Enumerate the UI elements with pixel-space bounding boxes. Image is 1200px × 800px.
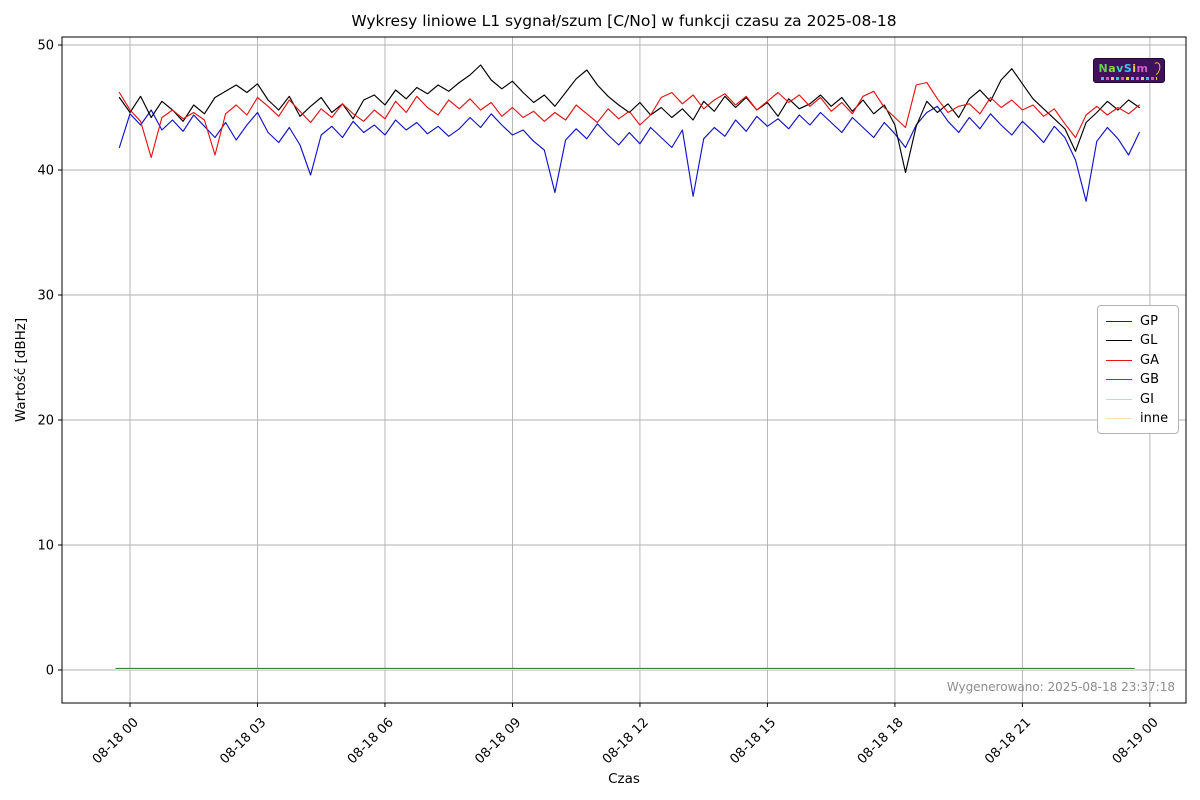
series-line-GA (118, 81, 1140, 159)
legend-line-swatch (1106, 379, 1132, 381)
x-axis-label: Czas (608, 771, 640, 787)
gridlines (62, 37, 1186, 703)
legend-label: GA (1140, 352, 1159, 368)
x-tick-label: 08-18 00 (90, 715, 142, 767)
logo-swoosh-icon (1148, 60, 1162, 77)
tick-marks (58, 44, 1151, 707)
x-tick-label: 08-18 18 (855, 715, 907, 767)
legend-line-swatch (1106, 321, 1132, 322)
legend-line-swatch (1106, 359, 1132, 361)
x-tick-label: 08-19 00 (1110, 715, 1162, 767)
legend-item-gp: GP (1106, 313, 1170, 330)
legend-line-swatch (1106, 340, 1132, 342)
logo-letter: i (1132, 62, 1137, 75)
legend-item-ga: GA (1106, 352, 1170, 369)
legend-line-swatch (1106, 398, 1132, 400)
logo-letter: S (1123, 62, 1133, 75)
y-tick-label: 0 (46, 664, 54, 679)
y-tick-label: 30 (37, 289, 54, 304)
logo-letter: m (1136, 62, 1149, 75)
y-axis-label: Wartość [dBHz] (13, 317, 29, 423)
legend-item-inne: inne (1106, 410, 1170, 427)
chart-title: Wykresy liniowe L1 sygnał/szum [C/No] w … (351, 12, 897, 30)
logo-subtitle-strip (1101, 76, 1157, 80)
logo-letter: a (1108, 62, 1117, 75)
x-tick-label: 08-18 03 (217, 715, 269, 767)
legend-label: GP (1140, 314, 1158, 329)
plot-border (61, 36, 1187, 704)
series-lines (115, 64, 1140, 670)
legend-line-swatch (1106, 417, 1132, 419)
y-tick-label: 40 (37, 164, 54, 179)
x-tick-label: 08-18 06 (345, 715, 397, 767)
legend-label: GB (1140, 372, 1159, 388)
legend-item-gl: GL (1106, 332, 1170, 349)
legend-label: GI (1140, 391, 1154, 407)
x-tick-label: 08-18 12 (600, 715, 652, 767)
series-line-GL (118, 64, 1140, 174)
logo-letter: v (1116, 62, 1124, 75)
y-tick-label: 50 (37, 39, 54, 54)
navsim-logo-text: NavSim (1098, 63, 1148, 74)
navsim-logo: NavSim (1093, 58, 1165, 83)
generated-timestamp: Wygenerowano: 2025-08-18 23:37:18 (946, 680, 1175, 694)
y-tick-label: 10 (37, 539, 54, 554)
y-tick-label: 20 (37, 414, 54, 429)
x-tick-label: 08-18 09 (472, 715, 524, 767)
legend-label: GL (1140, 333, 1158, 349)
logo-letter: N (1098, 62, 1109, 75)
series-line-GP (118, 105, 1140, 202)
x-tick-label: 08-18 21 (982, 715, 1034, 767)
legend-item-gi: GI (1106, 391, 1170, 408)
tick-labels: 0 10 20 30 40 50 08-18 00 08-18 03 08-18 06 08-18… (37, 39, 1161, 768)
legend-label: inne (1140, 410, 1169, 426)
legend: GP GL GA GB GI inne (1097, 305, 1179, 434)
legend-item-gb: GB (1106, 371, 1170, 388)
x-tick-label: 08-18 15 (727, 715, 779, 767)
